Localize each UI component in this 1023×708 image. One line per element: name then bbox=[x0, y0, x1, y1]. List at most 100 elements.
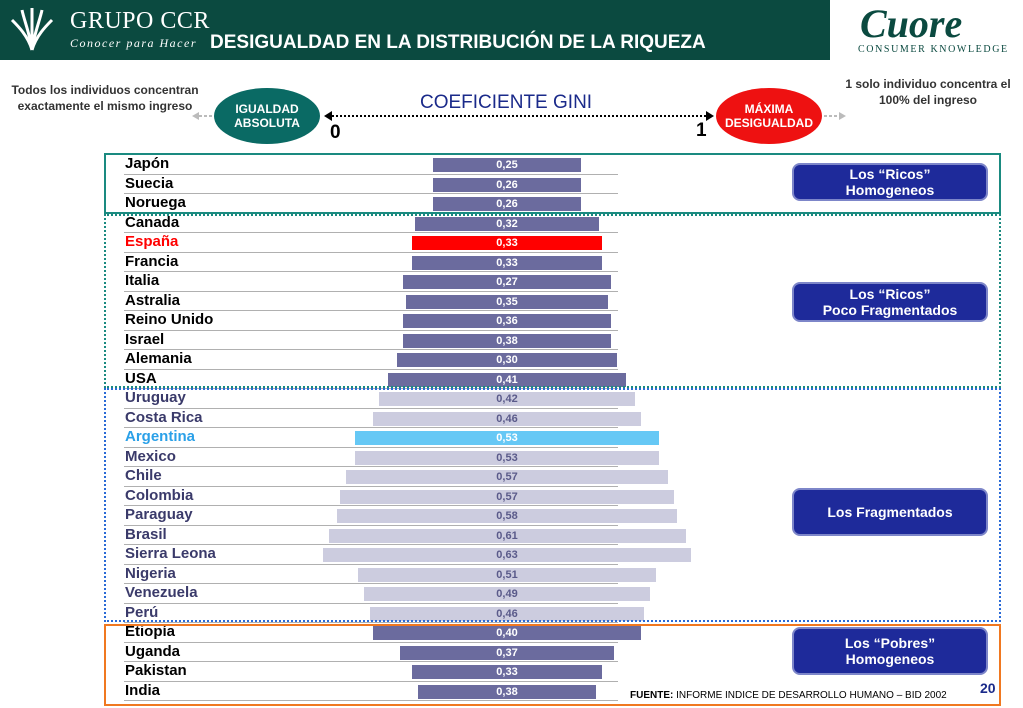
country-label: Chile bbox=[125, 467, 162, 484]
row-separator bbox=[124, 602, 618, 604]
partner-logo-area bbox=[830, 0, 1023, 60]
gini-bar bbox=[402, 275, 612, 289]
gini-value-label: 0,38 bbox=[496, 334, 518, 347]
gini-bar bbox=[346, 470, 668, 484]
gini-bar bbox=[402, 314, 612, 328]
gini-bar bbox=[405, 294, 609, 309]
row-separator bbox=[124, 349, 618, 350]
gini-bar bbox=[373, 626, 641, 640]
country-label: Paraguay bbox=[125, 506, 193, 523]
country-label: Italia bbox=[125, 272, 160, 289]
group-label: Los “Ricos” Homogeneos bbox=[792, 163, 988, 201]
gini-value-label: 0,49 bbox=[496, 588, 518, 600]
source-text: INFORME INDICE DE DESARROLLO HUMANO – BI… bbox=[676, 690, 947, 701]
gini-value-label: 0,53 bbox=[496, 432, 518, 444]
scale-arrows bbox=[192, 111, 846, 121]
gini-bar bbox=[370, 606, 644, 621]
gini-value-label: 0,26 bbox=[496, 178, 518, 191]
gini-value-label: 0,51 bbox=[496, 568, 518, 581]
gini-value-label: 0,30 bbox=[496, 354, 518, 366]
gini-value-label: 0,42 bbox=[496, 393, 518, 405]
scale-min: 0 bbox=[330, 122, 341, 143]
row-separator bbox=[124, 232, 618, 233]
source-label: FUENTE: bbox=[630, 690, 674, 701]
header-bar: GRUPO CCR Conocer para Hacer DESIGUALDAD… bbox=[0, 0, 1023, 60]
gini-bar bbox=[411, 255, 603, 270]
group-label: Los Fragmentados bbox=[792, 488, 988, 536]
gini-value-label: 0,40 bbox=[496, 627, 518, 639]
country-label: Nigeria bbox=[125, 564, 176, 582]
gini-label: COEFICIENTE GINI bbox=[420, 92, 593, 113]
page-number: 20 bbox=[980, 680, 996, 696]
gini-value-label: 0,58 bbox=[496, 510, 518, 522]
row-separator bbox=[124, 583, 618, 584]
gini-bar bbox=[414, 216, 600, 231]
country-label: Perú bbox=[125, 603, 159, 621]
country-label: Israel bbox=[125, 330, 165, 348]
gini-value-label: 0,61 bbox=[496, 529, 518, 542]
company-name: GRUPO CCR bbox=[70, 8, 210, 34]
country-label: India bbox=[125, 681, 161, 699]
country-label: Sierra Leona bbox=[125, 545, 216, 562]
row-separator bbox=[124, 700, 618, 701]
group-label: Los “Ricos” Poco Fragmentados bbox=[792, 282, 988, 322]
gini-bar bbox=[388, 372, 626, 387]
gini-value-label: 0,53 bbox=[496, 451, 518, 464]
gini-value-label: 0,32 bbox=[496, 217, 518, 230]
gini-value-label: 0,36 bbox=[496, 315, 518, 327]
country-label: Mexico bbox=[125, 447, 176, 465]
gini-value-label: 0,25 bbox=[496, 159, 518, 171]
country-label: Alemania bbox=[125, 350, 192, 367]
frame-rich-homogeneous bbox=[104, 153, 1001, 214]
country-label: Japón bbox=[125, 155, 170, 172]
frame-poor-homogeneous bbox=[104, 624, 1001, 706]
row-separator bbox=[124, 427, 618, 428]
country-label: Reino Unido bbox=[125, 311, 214, 328]
frame-rich-fragmented bbox=[104, 214, 1001, 388]
gini-bar bbox=[337, 509, 677, 523]
gini-value-label: 0,38 bbox=[496, 685, 518, 698]
row-separator bbox=[124, 485, 618, 487]
grupo-ccr-logo-icon bbox=[10, 8, 54, 51]
country-label: Costa Rica bbox=[125, 408, 203, 426]
country-label: Noruega bbox=[125, 194, 186, 211]
company-tagline: Conocer para Hacer bbox=[70, 36, 197, 50]
gini-value-label: 0,27 bbox=[496, 276, 518, 288]
gini-bar bbox=[402, 333, 612, 348]
country-label: USA bbox=[125, 369, 157, 387]
row-separator bbox=[124, 524, 618, 526]
row-separator bbox=[124, 641, 618, 643]
gini-value-label: 0,33 bbox=[496, 256, 518, 269]
partner-logo: Cuore bbox=[860, 1, 963, 46]
group-label: Los “Pobres” Homogeneos bbox=[792, 627, 988, 675]
row-separator bbox=[124, 290, 618, 292]
country-label: Pakistan bbox=[125, 662, 187, 679]
country-label: Canada bbox=[125, 213, 180, 231]
gini-value-label: 0,33 bbox=[496, 237, 518, 249]
country-label: Astralia bbox=[125, 291, 181, 309]
gini-bar bbox=[322, 548, 692, 562]
gini-value-label: 0,46 bbox=[496, 412, 518, 425]
country-label: Brasil bbox=[125, 525, 167, 543]
frame-fragmented bbox=[104, 388, 1001, 622]
gini-bar bbox=[340, 489, 674, 504]
gini-value-label: 0,26 bbox=[496, 198, 518, 210]
gini-bar bbox=[373, 411, 641, 426]
row-separator bbox=[124, 505, 618, 506]
gini-bar bbox=[432, 177, 582, 192]
absolute-equality-oval: IGUALDAD ABSOLUTA bbox=[214, 88, 320, 144]
row-separator bbox=[124, 310, 618, 311]
country-label: Suecia bbox=[125, 174, 174, 192]
gini-bar bbox=[396, 353, 618, 367]
gini-value-label: 0,57 bbox=[496, 490, 518, 503]
gini-bar bbox=[379, 392, 635, 406]
gini-bar bbox=[411, 665, 603, 679]
row-separator bbox=[124, 271, 618, 272]
country-label: España bbox=[125, 233, 179, 250]
maximum-inequality-oval: MÁXIMA DESIGUALDAD bbox=[716, 88, 822, 144]
gini-bar bbox=[364, 587, 650, 601]
gini-bar bbox=[432, 197, 582, 211]
row-separator bbox=[124, 544, 618, 545]
country-label: Uganda bbox=[125, 642, 181, 660]
country-label: Colombia bbox=[125, 486, 194, 504]
